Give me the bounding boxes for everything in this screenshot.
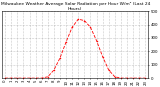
Title: Milwaukee Weather Average Solar Radiation per Hour W/m² (Last 24 Hours): Milwaukee Weather Average Solar Radiatio… — [0, 2, 150, 11]
